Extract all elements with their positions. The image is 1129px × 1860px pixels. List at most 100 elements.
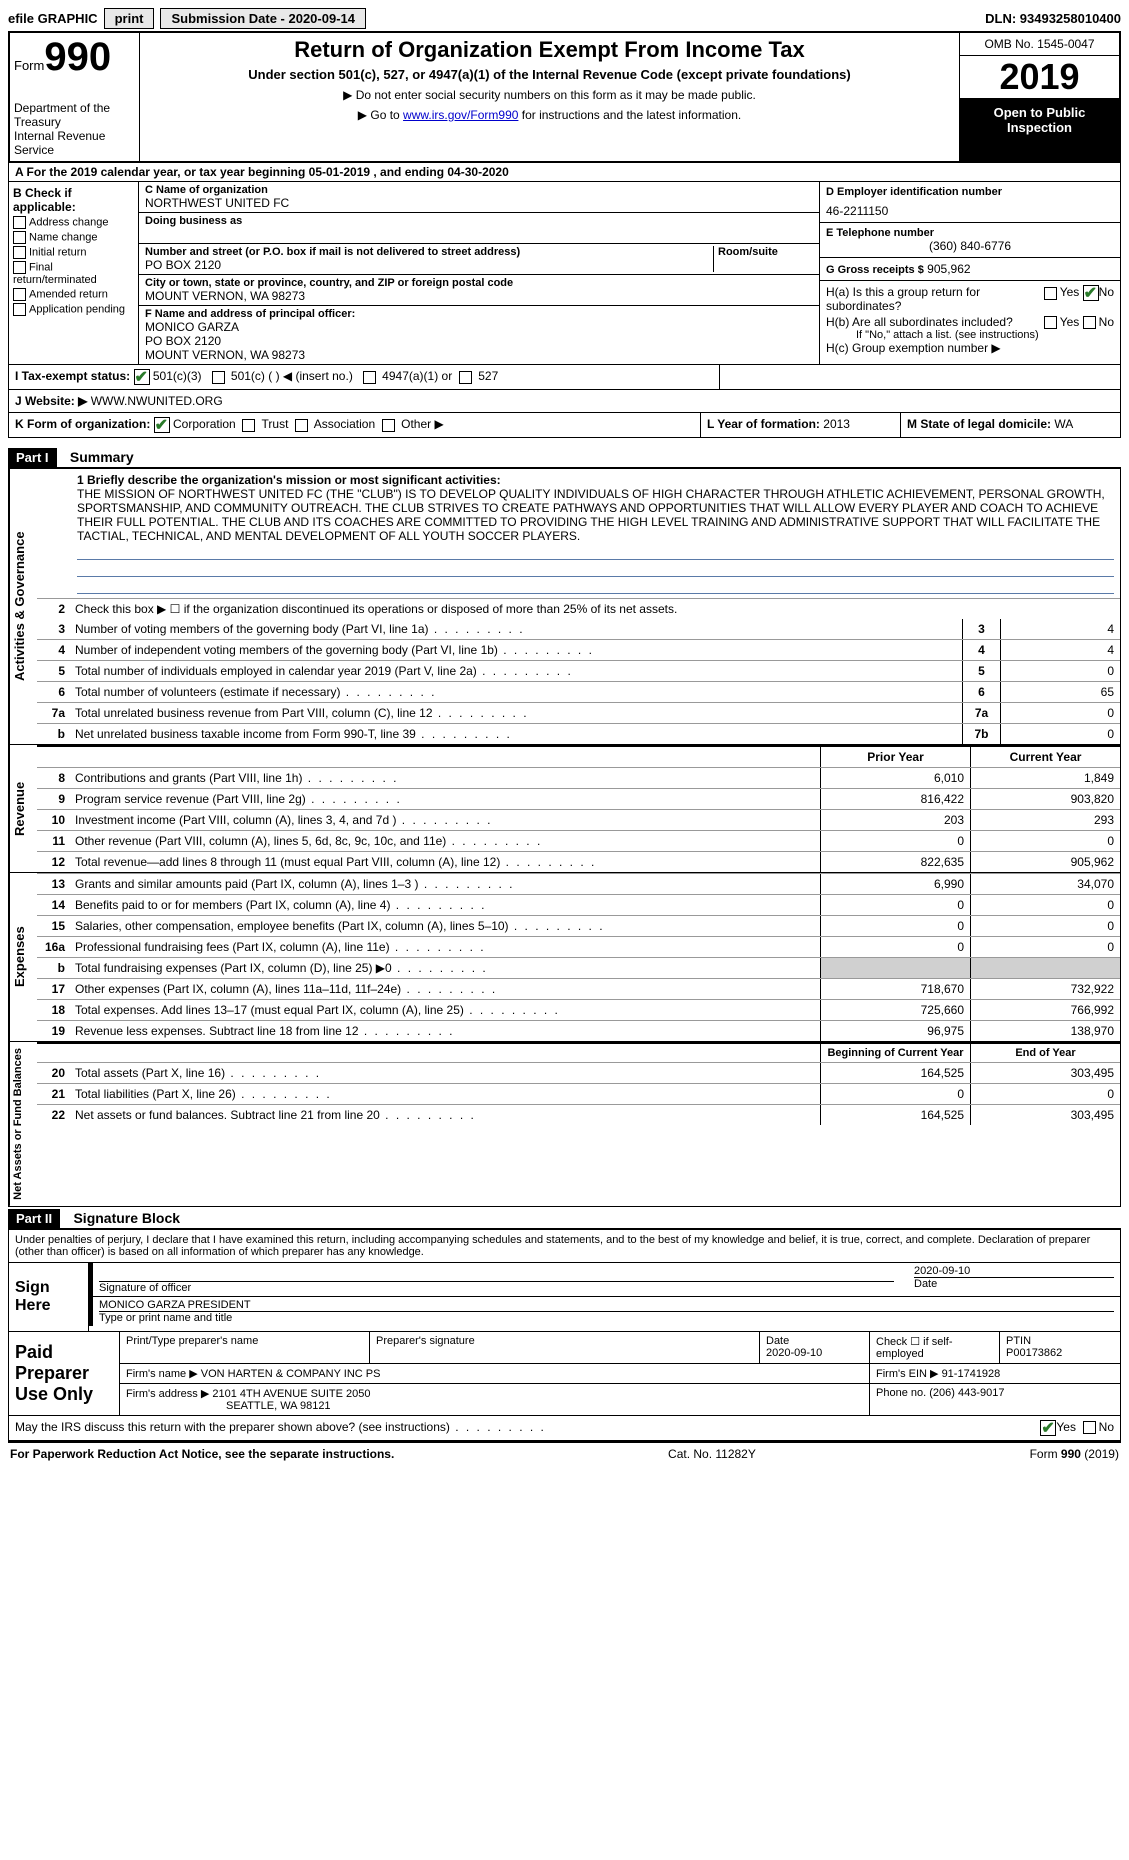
section-a: A For the 2019 calendar year, or tax yea… [8, 163, 1121, 182]
summary-line: 11Other revenue (Part VIII, column (A), … [37, 830, 1120, 851]
header-right: OMB No. 1545-0047 2019 Open to Public In… [959, 33, 1119, 161]
type-name-label: Type or print name and title [99, 1311, 1114, 1324]
501c-checkbox[interactable] [212, 371, 225, 384]
summary-line: bNet unrelated business taxable income f… [37, 723, 1120, 744]
mission-block: 1 Briefly describe the organization's mi… [37, 469, 1120, 598]
summary-line: 4Number of independent voting members of… [37, 639, 1120, 660]
officer-name: MONICO GARZA [145, 320, 813, 334]
summary-line: 20Total assets (Part X, line 16)164,5253… [37, 1062, 1120, 1083]
irs-link[interactable]: www.irs.gov/Form990 [403, 108, 518, 122]
summary-line: 19Revenue less expenses. Subtract line 1… [37, 1020, 1120, 1041]
prior-year-header: Prior Year [820, 747, 970, 767]
part2-header: Part II [8, 1209, 60, 1228]
q2-text: Check this box ▶ ☐ if the organization d… [71, 599, 1120, 619]
form-word: Form [14, 58, 44, 73]
4947-checkbox[interactable] [363, 371, 376, 384]
header-left: Form990 Department of the Treasury Inter… [10, 33, 140, 161]
summary-line: 10Investment income (Part VIII, column (… [37, 809, 1120, 830]
col-b-item: Amended return [13, 288, 134, 301]
form-org-k: K Form of organization: Corporation Trus… [9, 413, 700, 437]
firm-addr1: 2101 4TH AVENUE SUITE 2050 [212, 1388, 370, 1400]
part1-title: Summary [70, 449, 134, 465]
print-button[interactable]: print [104, 8, 155, 29]
room-label: Room/suite [718, 246, 813, 258]
hb-no-checkbox[interactable] [1083, 316, 1096, 329]
governance-section: Activities & Governance 1 Briefly descri… [8, 467, 1121, 745]
hb-yes-checkbox[interactable] [1044, 316, 1057, 329]
gross-value: 905,962 [927, 262, 970, 276]
trust-checkbox[interactable] [242, 419, 255, 432]
summary-line: 6Total number of volunteers (estimate if… [37, 681, 1120, 702]
summary-line: 18Total expenses. Add lines 13–17 (must … [37, 999, 1120, 1020]
current-year-header: Current Year [970, 747, 1120, 767]
501c3-checkbox[interactable] [134, 369, 150, 385]
footer-center: Cat. No. 11282Y [668, 1447, 756, 1461]
corp-checkbox[interactable] [154, 417, 170, 433]
prep-date-label: Date [766, 1335, 863, 1347]
phone-label: Phone no. [876, 1387, 926, 1399]
sig-officer-label: Signature of officer [99, 1281, 894, 1294]
revenue-label: Revenue [9, 745, 37, 872]
summary-line: 12Total revenue—add lines 8 through 11 (… [37, 851, 1120, 872]
submission-date: Submission Date - 2020-09-14 [160, 8, 366, 29]
footer-right: Form 990 (2019) [1030, 1447, 1119, 1461]
col-b-item: Initial return [13, 246, 134, 259]
self-employed-check: Check ☐ if self-employed [870, 1332, 1000, 1363]
ptin-label: PTIN [1006, 1335, 1114, 1347]
netassets-section: Net Assets or Fund Balances Beginning of… [8, 1042, 1121, 1207]
hb-text: H(b) Are all subordinates included? [826, 315, 1044, 329]
page-footer: For Paperwork Reduction Act Notice, see … [8, 1441, 1121, 1465]
city-value: MOUNT VERNON, WA 98273 [145, 289, 813, 303]
officer-addr2: MOUNT VERNON, WA 98273 [145, 348, 813, 362]
discuss-yes-checkbox[interactable] [1040, 1420, 1056, 1436]
summary-line: 15Salaries, other compensation, employee… [37, 915, 1120, 936]
checkbox[interactable] [13, 246, 26, 259]
gross-label: G Gross receipts $ [826, 264, 924, 276]
form-title: Return of Organization Exempt From Incom… [148, 37, 951, 63]
end-year-header: End of Year [970, 1044, 1120, 1062]
netassets-label: Net Assets or Fund Balances [9, 1042, 37, 1206]
header-note-2: ▶ Go to www.irs.gov/Form990 for instruct… [148, 108, 951, 122]
other-checkbox[interactable] [382, 419, 395, 432]
summary-line: 22Net assets or fund balances. Subtract … [37, 1104, 1120, 1125]
sig-date-value: 2020-09-10 [914, 1265, 1114, 1277]
header-note-1: ▶ Do not enter social security numbers o… [148, 88, 951, 102]
ein-value: 46-2211150 [826, 204, 1114, 218]
phone-value: (206) 443-9017 [929, 1387, 1004, 1399]
assoc-checkbox[interactable] [295, 419, 308, 432]
governance-label: Activities & Governance [9, 469, 37, 744]
year-formation: L Year of formation: 2013 [700, 413, 900, 437]
checkbox[interactable] [13, 261, 26, 274]
form-number: 990 [44, 35, 111, 79]
ha-yes-checkbox[interactable] [1044, 287, 1057, 300]
summary-line: bTotal fundraising expenses (Part IX, co… [37, 957, 1120, 978]
begin-year-header: Beginning of Current Year [820, 1044, 970, 1062]
ha-no-checkbox[interactable] [1083, 285, 1099, 301]
col-b-item: Address change [13, 216, 134, 229]
tel-label: E Telephone number [826, 227, 1114, 239]
summary-line: 21Total liabilities (Part X, line 26)00 [37, 1083, 1120, 1104]
sig-date-label: Date [914, 1277, 1114, 1290]
checkbox[interactable] [13, 288, 26, 301]
sign-here-label: Sign Here [9, 1263, 89, 1331]
checkbox[interactable] [13, 303, 26, 316]
main-info: B Check if applicable: Address changeNam… [8, 182, 1121, 365]
prep-date-value: 2020-09-10 [766, 1347, 863, 1359]
col-d: D Employer identification number 46-2211… [820, 182, 1120, 364]
addr-value: PO BOX 2120 [145, 258, 713, 272]
prep-name-label: Print/Type preparer's name [126, 1335, 363, 1347]
checkbox[interactable] [13, 216, 26, 229]
revenue-section: Revenue Prior Year Current Year 8Contrib… [8, 745, 1121, 873]
firm-ein-value: 91-1741928 [942, 1368, 1001, 1380]
checkbox[interactable] [13, 231, 26, 244]
discuss-no-checkbox[interactable] [1083, 1421, 1096, 1434]
firm-addr-label: Firm's address ▶ [126, 1388, 209, 1400]
signature-block: Under penalties of perjury, I declare th… [8, 1228, 1121, 1441]
part1-header: Part I [8, 448, 57, 467]
dept-irs: Internal Revenue Service [14, 129, 135, 157]
firm-name-value: VON HARTEN & COMPANY INC PS [201, 1368, 381, 1380]
527-checkbox[interactable] [459, 371, 472, 384]
city-label: City or town, state or province, country… [145, 277, 813, 289]
officer-name-title: MONICO GARZA PRESIDENT [99, 1299, 1114, 1311]
summary-line: 3Number of voting members of the governi… [37, 619, 1120, 639]
